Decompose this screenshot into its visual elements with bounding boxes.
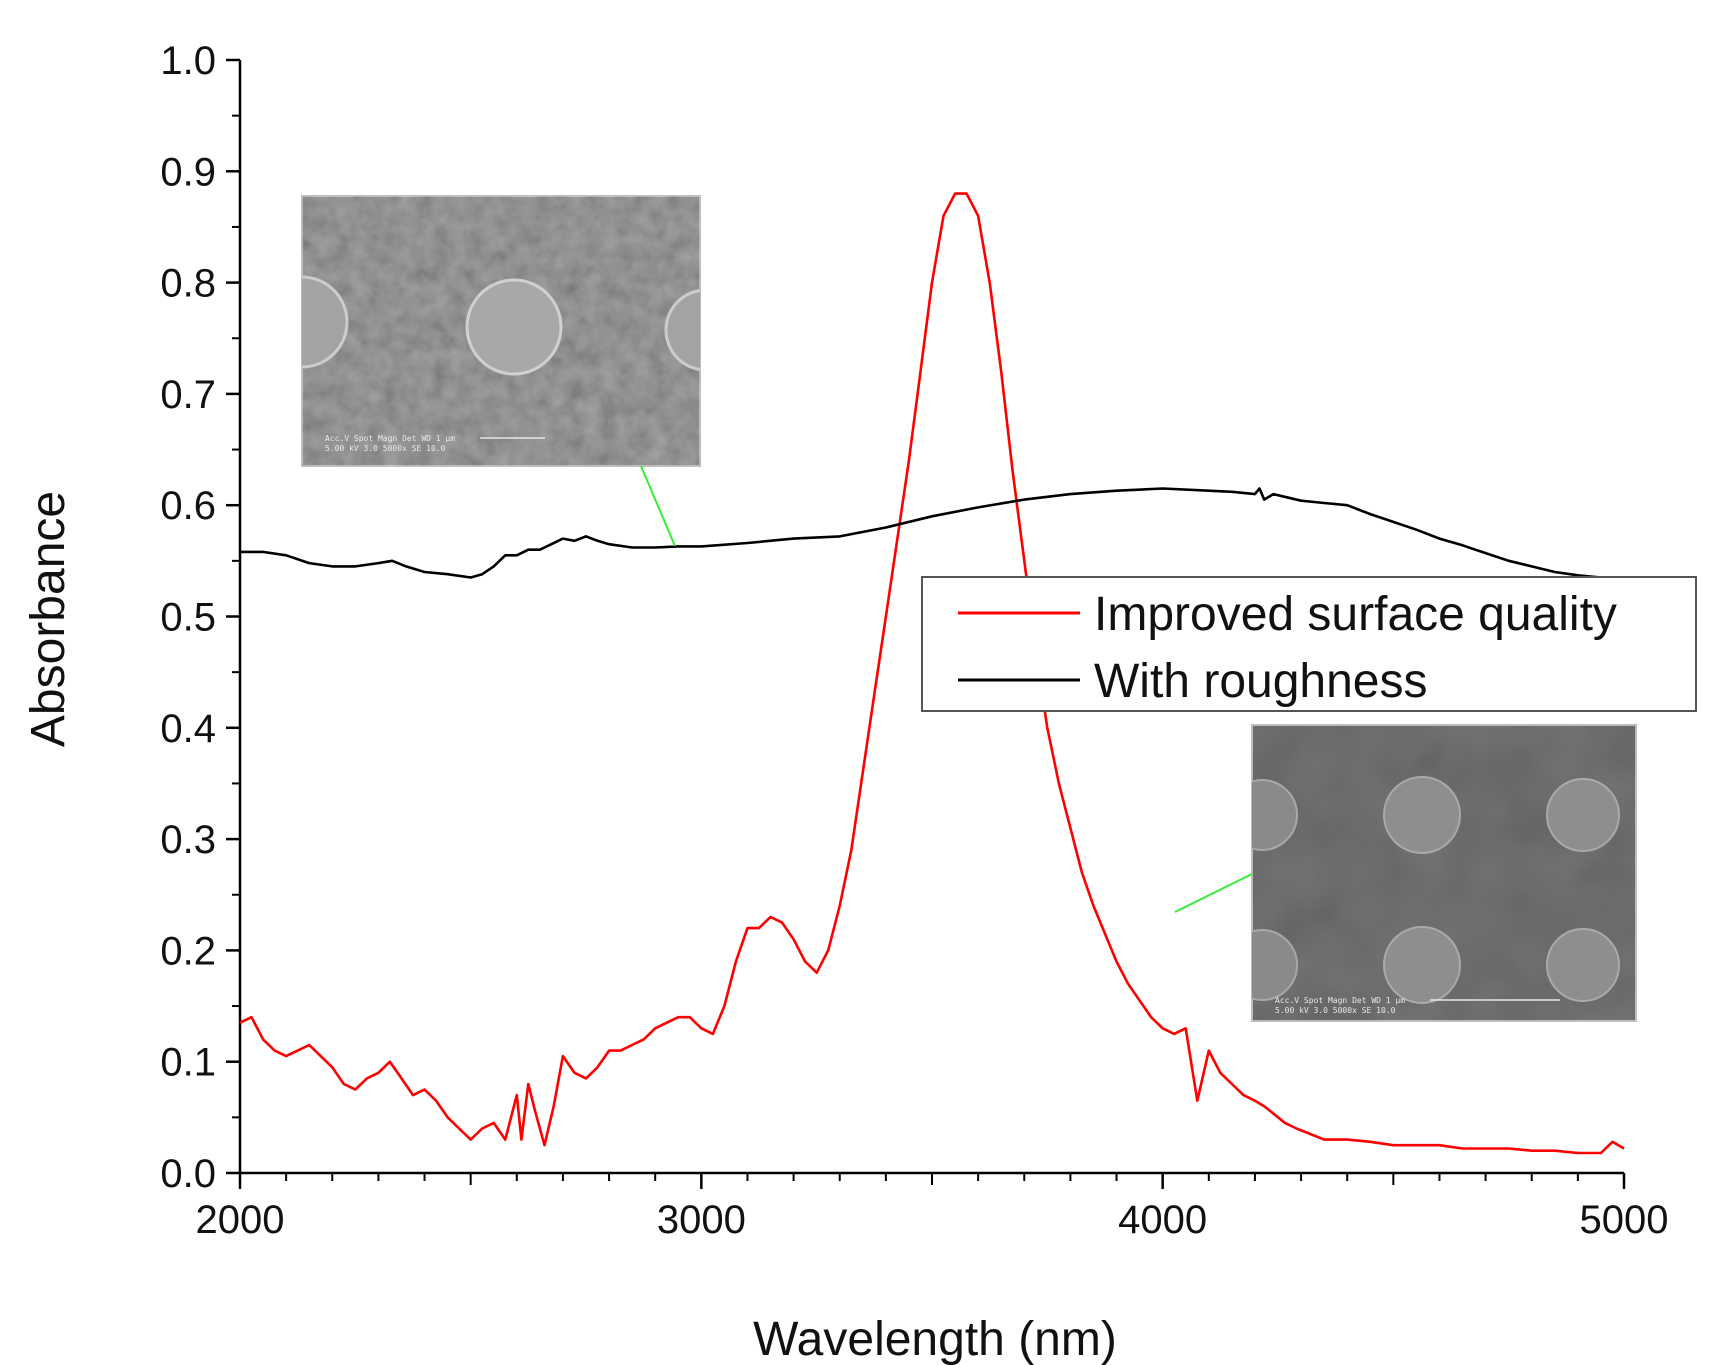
legend-label-roughness: With roughness — [1094, 655, 1428, 708]
series-line-with-roughness — [240, 487, 1620, 579]
sem-rough-pointer — [640, 465, 676, 547]
y-tick-label: 0.8 — [160, 262, 216, 306]
x-tick-label: 3000 — [657, 1198, 746, 1242]
sem-smooth-pointer — [1174, 873, 1253, 913]
legend-box — [921, 576, 1697, 712]
y-tick-label: 0.4 — [160, 707, 216, 751]
y-tick-label: 0.5 — [160, 596, 216, 640]
y-tick-label: 0.3 — [160, 818, 216, 862]
x-axis-title: Wavelength (nm) — [753, 1313, 1117, 1365]
y-tick-label: 0.9 — [160, 150, 216, 194]
x-tick-label: 5000 — [1580, 1198, 1669, 1242]
sem-rough-scale-text-2: 5.00 kV 3.0 5000x SE 10.0 — [325, 444, 446, 453]
series-layer — [239, 192, 1625, 1155]
legend-label-improved: Improved surface quality — [1094, 588, 1617, 641]
y-axis-title: Absorbance — [22, 491, 75, 747]
legend: Improved surface quality With roughness — [921, 576, 1697, 712]
sem-smooth-scale-text-2: 5.00 kV 3.0 5000x SE 10.0 — [1275, 1006, 1396, 1015]
y-tick-label: 0.0 — [160, 1152, 216, 1196]
y-tick-label: 0.6 — [160, 484, 216, 528]
y-tick-label: 1.0 — [160, 39, 216, 83]
axes: 0.0 0.1 0.2 0.3 0.4 0.5 0.6 0.7 0.8 0.9 1.0 2000 300… — [160, 39, 1668, 1242]
y-tick-label: 0.2 — [160, 929, 216, 973]
sem-image-rough: Acc.V Spot Magn Det WD 1 μm 5.00 kV 3.0 … — [301, 195, 701, 467]
series-line-improved-surface-quality — [239, 192, 1625, 1155]
sem-image-smooth: Acc.V Spot Magn Det WD 1 μm 5.00 kV 3.0 … — [1251, 724, 1637, 1022]
x-tick-label: 2000 — [196, 1198, 285, 1242]
sem-rough-scale-text: Acc.V Spot Magn Det WD 1 μm — [325, 434, 455, 443]
y-tick-label: 0.7 — [160, 373, 216, 417]
sem-smooth-scale-text: Acc.V Spot Magn Det WD 1 μm — [1275, 996, 1405, 1005]
y-tick-label: 0.1 — [160, 1041, 216, 1085]
x-tick-label: 4000 — [1118, 1198, 1207, 1242]
